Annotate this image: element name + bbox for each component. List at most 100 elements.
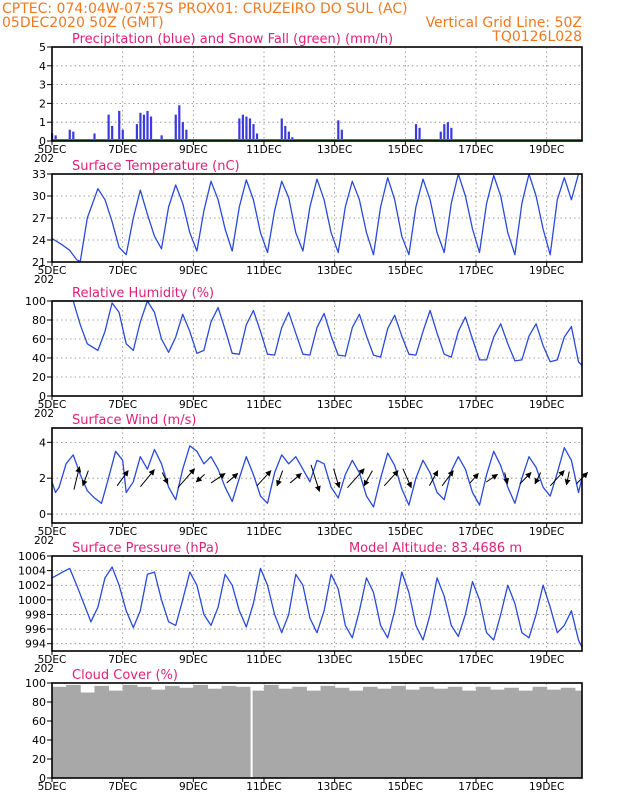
wind-vector bbox=[81, 470, 89, 487]
x-tick-label: 11DEC bbox=[246, 526, 281, 538]
cloud-bar bbox=[136, 686, 152, 778]
cloud-bar bbox=[546, 689, 562, 778]
panel-temp: 21 24 27 30 33 5DEC 7DEC 9DEC 11DEC 13DEC 15DEC 17D… bbox=[32, 159, 583, 286]
x-tick-label: 15DEC bbox=[388, 399, 423, 411]
wind-vector bbox=[73, 466, 82, 490]
x-tick-label: 5DEC bbox=[38, 399, 67, 411]
x-tick-label: 17DEC bbox=[458, 265, 493, 277]
precip-bar bbox=[146, 110, 149, 141]
x-tick-label: 19DEC bbox=[529, 399, 564, 411]
y-tick-label: 60 bbox=[32, 333, 46, 346]
x-tick-label: 17DEC bbox=[458, 654, 493, 666]
x-tick-label: 9DEC bbox=[179, 526, 208, 538]
precip-bar bbox=[149, 116, 153, 141]
x-tick-label: 17DEC bbox=[458, 781, 493, 793]
x-tick-label: 15DEC bbox=[388, 265, 423, 277]
precip-bar bbox=[142, 114, 146, 141]
x-year-fragment: 202 bbox=[34, 663, 54, 675]
x-tick-label: 11DEC bbox=[246, 399, 281, 411]
cloud-bar bbox=[165, 685, 180, 778]
cloud-bar bbox=[518, 690, 534, 778]
precip-bar bbox=[340, 129, 343, 141]
precip-bar bbox=[178, 105, 181, 141]
y-tick-label: 1006 bbox=[18, 550, 46, 563]
y-tick-label: 5 bbox=[39, 41, 46, 54]
x-tick-label: 5DEC bbox=[38, 144, 67, 156]
precip-bar bbox=[446, 122, 449, 141]
wind-vector bbox=[333, 468, 341, 489]
wind-vector bbox=[177, 468, 196, 489]
y-tick-label: 24 bbox=[32, 234, 46, 247]
x-tick-label: 7DEC bbox=[108, 399, 137, 411]
wind-vector bbox=[428, 470, 439, 487]
x-tick-label: 11DEC bbox=[246, 654, 281, 666]
wind-vector bbox=[363, 470, 373, 487]
y-tick-label: 100 bbox=[25, 295, 46, 308]
wind-vector bbox=[161, 472, 169, 485]
y-tick-label: 33 bbox=[32, 168, 46, 181]
precip-bar bbox=[54, 135, 57, 141]
rh-series-line bbox=[52, 300, 583, 367]
precip-bar bbox=[337, 120, 340, 141]
panel-precip: 0 1 2 3 4 5 5DEC 7DEC 9DEC 11DEC 13DEC 15DEC 17DEC 19… bbox=[34, 32, 583, 165]
precip-bar bbox=[245, 116, 248, 141]
y-tick-label: 996 bbox=[25, 623, 46, 636]
pressure-series-line bbox=[51, 566, 583, 648]
x-tick-label: 13DEC bbox=[317, 526, 352, 538]
x-tick-label: 13DEC bbox=[317, 265, 352, 277]
precip-bar bbox=[287, 131, 290, 141]
y-tick-label: 20 bbox=[32, 753, 46, 766]
cloud-bar bbox=[306, 690, 322, 778]
plot-frame bbox=[51, 555, 583, 652]
precip-bar bbox=[414, 124, 418, 141]
x-tick-label: 5DEC bbox=[38, 654, 67, 666]
x-tick-label: 13DEC bbox=[317, 654, 352, 666]
precip-bar bbox=[185, 129, 188, 141]
cloud-bar bbox=[278, 688, 293, 778]
y-tick-label: 27 bbox=[32, 212, 46, 225]
precip-bar bbox=[248, 118, 252, 141]
precip-title: Precipitation (blue) and Snow Fall (gree… bbox=[72, 32, 393, 47]
wind-vector bbox=[210, 473, 226, 484]
pressure-subtitle: Model Altitude: 83.4686 m bbox=[349, 541, 522, 556]
x-tick-label: 7DEC bbox=[108, 526, 137, 538]
x-tick-label: 19DEC bbox=[529, 144, 564, 156]
y-tick-label: 2 bbox=[39, 97, 46, 110]
wind-vector bbox=[564, 471, 571, 486]
x-tick-label: 9DEC bbox=[179, 144, 208, 156]
cloud-bar bbox=[264, 684, 279, 778]
precip-bar bbox=[72, 131, 75, 141]
x-tick-label: 11DEC bbox=[246, 265, 281, 277]
precip-bar bbox=[93, 133, 96, 141]
precip-bar bbox=[135, 124, 138, 141]
panel-wind: 0 2 4 5DEC 7DEC 9DEC 11DEC 13DEC 15DEC 17DEC 19DEC… bbox=[34, 413, 589, 547]
cloud-bar bbox=[52, 686, 67, 778]
cloud-bar bbox=[94, 685, 110, 778]
cloud-bar bbox=[348, 690, 364, 778]
wind-vector bbox=[519, 472, 532, 485]
y-tick-label: 40 bbox=[32, 352, 46, 365]
x-tick-label: 15DEC bbox=[388, 781, 423, 793]
cloud-bar bbox=[419, 686, 435, 778]
precip-bar bbox=[443, 124, 446, 141]
wind-vector bbox=[347, 468, 365, 489]
cloud-bar bbox=[235, 686, 251, 778]
x-tick-label: 17DEC bbox=[458, 526, 493, 538]
y-tick-label: 0 bbox=[39, 390, 46, 403]
cloud-bar bbox=[66, 684, 81, 778]
x-tick-label: 7DEC bbox=[108, 781, 137, 793]
x-year-fragment: 202 bbox=[34, 153, 54, 165]
x-tick-label: 15DEC bbox=[388, 654, 423, 666]
x-tick-label: 19DEC bbox=[529, 265, 564, 277]
precip-bar bbox=[111, 125, 114, 141]
wind-vector bbox=[402, 468, 412, 489]
y-tick-label: 3 bbox=[39, 79, 46, 92]
wind-vector bbox=[534, 472, 542, 485]
cloud-bar bbox=[334, 687, 350, 778]
precip-bar bbox=[418, 127, 421, 141]
wind-vector bbox=[383, 470, 399, 487]
wind-title: Surface Wind (m/s) bbox=[72, 413, 196, 428]
precip-bar bbox=[439, 131, 442, 141]
cloud-bar bbox=[221, 685, 237, 778]
y-tick-label: 994 bbox=[25, 638, 46, 651]
